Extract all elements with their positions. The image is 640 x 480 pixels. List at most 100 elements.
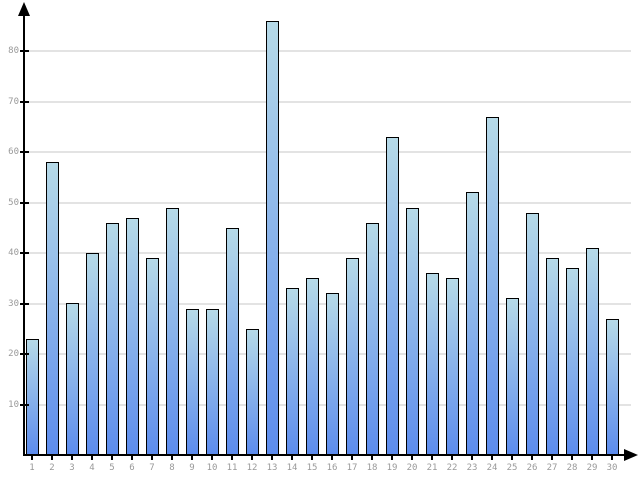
x-axis-tick-label: 23: [466, 463, 478, 473]
y-axis-tick-label: 80: [8, 46, 19, 56]
x-axis-tick-label: 15: [306, 463, 318, 473]
y-axis-tick: [20, 50, 29, 52]
x-axis-tick-label: 20: [406, 463, 418, 473]
x-axis-tick: [131, 455, 133, 460]
y-axis-tick: [20, 252, 29, 254]
bar: [305, 278, 319, 455]
x-axis-tick-label: 10: [206, 463, 218, 473]
bar: [445, 278, 459, 455]
y-axis-tick: [20, 151, 29, 153]
y-axis-tick: [20, 101, 29, 103]
x-axis-tick-label: 25: [506, 463, 518, 473]
x-axis-tick: [111, 455, 113, 460]
x-axis-tick: [471, 455, 473, 460]
bar: [125, 218, 139, 455]
y-axis-tick: [20, 202, 29, 204]
x-axis-tick-label: 2: [49, 463, 55, 473]
bar: [385, 137, 399, 455]
x-axis-tick: [171, 455, 173, 460]
x-axis-tick-label: 1: [29, 463, 35, 473]
x-axis-tick-label: 11: [226, 463, 238, 473]
x-axis-tick: [591, 455, 593, 460]
x-axis-tick: [191, 455, 193, 460]
bar: [505, 298, 519, 455]
x-axis-tick-label: 9: [189, 463, 195, 473]
bar: [285, 288, 299, 455]
x-axis-tick-label: 27: [546, 463, 558, 473]
x-axis-tick-label: 28: [566, 463, 578, 473]
x-axis-tick-label: 4: [89, 463, 95, 473]
bar: [325, 293, 339, 455]
bar: [45, 162, 59, 455]
gridline: [24, 252, 631, 254]
x-axis-tick-label: 8: [169, 463, 175, 473]
bar: [605, 319, 619, 455]
x-axis-tick-label: 29: [586, 463, 598, 473]
x-axis-tick: [451, 455, 453, 460]
x-axis-tick: [231, 455, 233, 460]
x-axis-tick: [391, 455, 393, 460]
x-axis-tick: [491, 455, 493, 460]
bar: [245, 329, 259, 455]
x-axis-tick: [91, 455, 93, 460]
x-axis-tick: [511, 455, 513, 460]
x-axis-tick: [331, 455, 333, 460]
x-axis-tick-label: 21: [426, 463, 438, 473]
x-axis-tick-label: 22: [446, 463, 458, 473]
x-axis-tick: [211, 455, 213, 460]
bar: [485, 117, 499, 455]
gridline: [24, 202, 631, 204]
x-axis-tick-label: 24: [486, 463, 498, 473]
x-axis-arrow-icon: [624, 449, 638, 461]
x-axis-tick-label: 6: [129, 463, 135, 473]
x-axis-tick-label: 14: [286, 463, 298, 473]
x-axis-tick-label: 12: [246, 463, 258, 473]
bar: [585, 248, 599, 455]
bar: [185, 309, 199, 455]
y-axis-tick-label: 60: [8, 147, 19, 157]
y-axis-tick-label: 50: [8, 198, 19, 208]
bar: [65, 303, 79, 455]
x-axis-tick: [571, 455, 573, 460]
x-axis-tick: [251, 455, 253, 460]
x-axis-tick: [551, 455, 553, 460]
y-axis-tick: [20, 353, 29, 355]
bar: [425, 273, 439, 455]
x-axis-tick: [311, 455, 313, 460]
y-axis-arrow-icon: [18, 2, 30, 16]
bar: [225, 228, 239, 455]
x-axis-tick-label: 5: [109, 463, 115, 473]
x-axis-tick: [431, 455, 433, 460]
gridline: [24, 50, 631, 52]
bar: [25, 339, 39, 455]
y-axis-line: [23, 10, 25, 456]
y-axis-tick: [20, 303, 29, 305]
x-axis-tick: [31, 455, 33, 460]
x-axis-tick-label: 26: [526, 463, 538, 473]
bar: [105, 223, 119, 455]
y-axis-tick-label: 70: [8, 97, 19, 107]
y-axis-tick: [20, 404, 29, 406]
bar: [265, 21, 279, 455]
y-axis-tick-label: 10: [8, 400, 19, 410]
x-axis-tick: [531, 455, 533, 460]
y-axis-tick-label: 40: [8, 248, 19, 258]
x-axis-tick: [411, 455, 413, 460]
x-axis-tick-label: 3: [69, 463, 75, 473]
bar: [145, 258, 159, 455]
x-axis-tick-label: 16: [326, 463, 338, 473]
bar: [405, 208, 419, 455]
x-axis-tick: [351, 455, 353, 460]
bar: [565, 268, 579, 455]
x-axis-tick: [51, 455, 53, 460]
x-axis-tick-label: 18: [366, 463, 378, 473]
y-axis-tick-label: 30: [8, 299, 19, 309]
bar: [205, 309, 219, 455]
bar: [165, 208, 179, 455]
bar: [525, 213, 539, 455]
x-axis-tick-label: 19: [386, 463, 398, 473]
bar: [545, 258, 559, 455]
x-axis-tick: [611, 455, 613, 460]
x-axis-tick-label: 13: [266, 463, 278, 473]
